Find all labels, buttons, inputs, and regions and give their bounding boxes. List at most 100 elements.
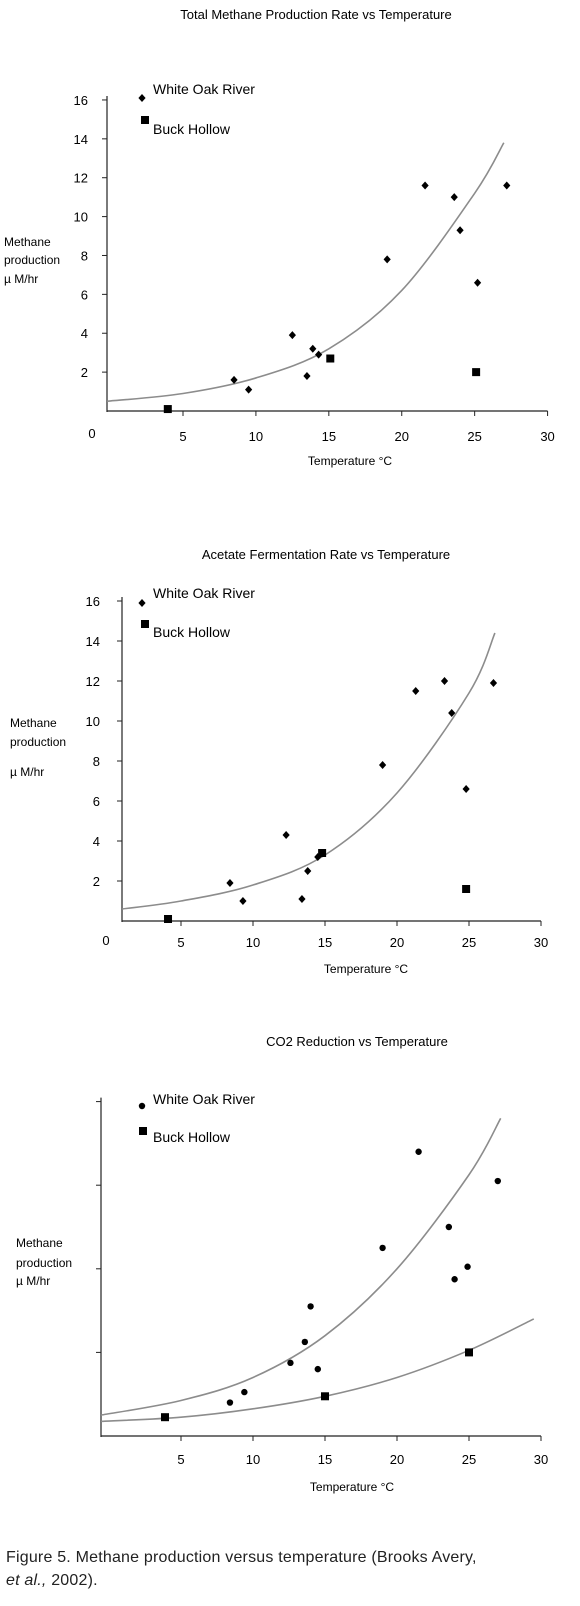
y-tick-label: 6 (93, 794, 100, 809)
legend-marker-buck-hollow (141, 620, 149, 628)
legend-marker-buck-hollow (139, 1127, 147, 1135)
data-point-buck-hollow (326, 354, 335, 363)
legend-white-oak-river: White Oak River (153, 1091, 255, 1107)
data-point-white-oak-river (489, 679, 498, 687)
x-axis-label: Temperature °C (324, 962, 408, 976)
x-tick-label: 25 (462, 935, 476, 950)
data-point-white-oak-river (307, 1303, 314, 1310)
data-point-white-oak-river (282, 831, 290, 839)
origin-label: 0 (102, 933, 109, 948)
data-point-white-oak-river (309, 344, 317, 353)
y-axis-label-line-3: µ M/hr (16, 1274, 50, 1288)
x-axis-label: Temperature °C (310, 1480, 394, 1494)
x-axis-label: Temperature °C (308, 454, 392, 468)
x-tick-label: 10 (249, 429, 263, 444)
chart-title: CO2 Reduction vs Temperature (266, 1034, 448, 1049)
data-point-white-oak-river (379, 761, 387, 769)
chart-acetate-fermentation: Acetate Fermentation Rate vs Temperature… (10, 547, 548, 976)
x-tick-label: 5 (179, 429, 186, 444)
x-tick-label: 5 (177, 1452, 184, 1467)
data-point-white-oak-river (226, 1399, 234, 1406)
y-axis-label-line-1: Methane (4, 235, 51, 249)
chart-total-methane: Total Methane Production Rate vs Tempera… (4, 7, 555, 468)
figure-caption: Figure 5. Methane production versus temp… (6, 1546, 580, 1592)
data-point-white-oak-river (241, 1388, 248, 1396)
fit-curve (100, 1117, 502, 1416)
y-axis-label-line-3: µ M/hr (10, 765, 44, 779)
y-tick-label: 2 (81, 365, 88, 380)
data-point-white-oak-river (415, 1148, 422, 1155)
caption-main: Figure 5. Methane production versus temp… (6, 1549, 477, 1566)
legend-white-oak-river: White Oak River (153, 585, 255, 601)
data-point-white-oak-river (314, 1365, 321, 1373)
y-tick-label: 8 (93, 754, 100, 769)
data-point-white-oak-river (473, 278, 482, 287)
y-tick-label: 14 (86, 634, 100, 649)
legend-marker-white-oak-river (138, 599, 146, 607)
x-tick-label: 30 (540, 429, 554, 444)
data-point-white-oak-river (315, 350, 323, 359)
data-point-white-oak-river (464, 1263, 471, 1270)
y-tick-label: 16 (74, 93, 88, 108)
x-tick-label: 30 (534, 1452, 548, 1467)
y-tick-label: 16 (86, 594, 100, 609)
data-point-buck-hollow (164, 915, 173, 923)
data-point-white-oak-river (383, 255, 391, 264)
x-tick-label: 15 (322, 429, 336, 444)
fit-curve (121, 632, 496, 910)
x-tick-label: 30 (534, 935, 548, 950)
data-point-white-oak-river (450, 193, 458, 202)
y-tick-label: 4 (93, 834, 100, 849)
data-point-white-oak-river (494, 1177, 501, 1185)
x-tick-label: 10 (246, 1452, 260, 1467)
data-point-buck-hollow (472, 368, 481, 377)
data-point-buck-hollow (163, 405, 172, 414)
data-point-white-oak-river (301, 1338, 309, 1346)
caption-year: 2002). (46, 1572, 98, 1589)
legend-white-oak-river: White Oak River (153, 81, 255, 97)
data-point-buck-hollow (462, 885, 471, 893)
x-tick-label: 5 (177, 935, 184, 950)
data-point-white-oak-river (239, 897, 247, 905)
y-tick-label: 14 (74, 132, 88, 147)
y-axis-label-line-2: production (16, 1256, 72, 1270)
data-point-white-oak-river (421, 181, 429, 190)
data-point-white-oak-river (304, 867, 312, 875)
y-axis-label-line-2: production (4, 253, 60, 267)
data-point-white-oak-river (298, 895, 306, 903)
legend-marker-white-oak-river (138, 94, 146, 102)
y-axis-label-line-1: Methane (16, 1236, 63, 1250)
data-point-white-oak-river (303, 372, 311, 381)
data-point-buck-hollow (161, 1413, 169, 1422)
legend-marker-buck-hollow (141, 116, 149, 124)
data-point-white-oak-river (379, 1244, 386, 1252)
y-tick-label: 10 (86, 714, 100, 729)
y-tick-label: 6 (81, 287, 88, 302)
chart-co2-reduction: CO2 Reduction vs Temperature Methane pro… (16, 1034, 548, 1494)
data-point-white-oak-river (230, 375, 238, 384)
x-tick-label: 20 (390, 1452, 404, 1467)
origin-label: 0 (88, 426, 95, 441)
chart-title: Total Methane Production Rate vs Tempera… (180, 7, 451, 22)
legend-buck-hollow: Buck Hollow (153, 1129, 231, 1145)
data-point-buck-hollow (321, 1392, 329, 1401)
y-tick-label: 12 (74, 171, 88, 186)
fit-curve (106, 142, 505, 403)
data-point-white-oak-river (448, 709, 456, 717)
data-point-buck-hollow (318, 849, 327, 857)
caption-authors: et al., (6, 1572, 47, 1589)
data-point-white-oak-river (245, 385, 253, 394)
x-tick-label: 20 (390, 935, 404, 950)
y-axis-label-line-1: Methane (10, 716, 57, 730)
x-tick-label: 15 (318, 935, 332, 950)
x-tick-label: 10 (246, 935, 260, 950)
chart-title: Acetate Fermentation Rate vs Temperature (202, 547, 450, 562)
x-tick-label: 20 (395, 429, 409, 444)
legend-buck-hollow: Buck Hollow (153, 121, 231, 137)
y-tick-label: 8 (81, 248, 88, 263)
x-tick-label: 25 (467, 429, 481, 444)
data-point-white-oak-river (314, 853, 322, 861)
data-point-white-oak-river (288, 331, 296, 340)
data-point-white-oak-river (445, 1223, 453, 1231)
